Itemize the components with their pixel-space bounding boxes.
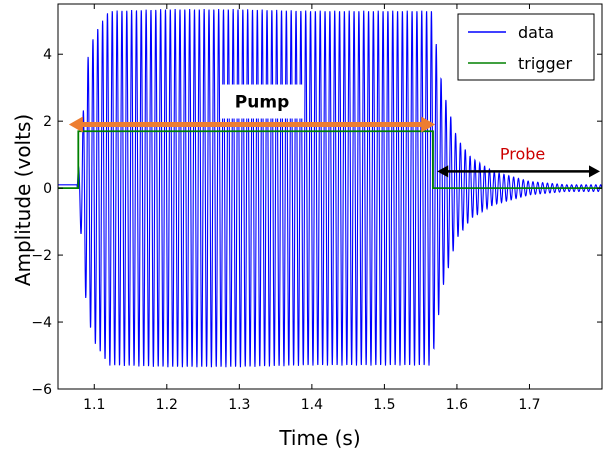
pump-arrow-head-right [421,116,436,133]
series-data-line [58,8,603,368]
legend-label-data: data [518,23,554,42]
y-tick-label: 4 [43,47,52,63]
series-trigger-line [58,130,602,190]
x-tick-label: 1.3 [228,397,250,413]
x-tick-label: 1.5 [373,397,395,413]
plot-frame [57,3,603,390]
x-tick-label: 1.7 [518,397,540,413]
series-layer [58,8,603,368]
y-tick-label: −6 [31,382,52,398]
probe-arrow-head-left [437,165,449,178]
pump-label: Pump [235,93,289,113]
y-tick-label: 0 [43,181,52,197]
x-axis-title: Time (s) [278,426,360,450]
legend: data trigger [457,13,595,81]
x-tick-label: 1.4 [301,397,323,413]
y-tick-label: −4 [31,315,52,331]
annotation-layer: Pump Probe [68,84,600,178]
x-tick-label: 1.1 [83,397,105,413]
probe-label: Probe [500,144,545,163]
y-tick-label: −2 [31,248,52,264]
pump-label-box [220,84,305,119]
x-tick-label: 1.2 [156,397,178,413]
tick-layer: 1.1 1.2 1.3 1.4 1.5 1.6 1.7 −6 −4 −2 0 2 4 [31,4,602,413]
pump-arrow-head-left [68,116,83,133]
x-tick-label: 1.6 [446,397,468,413]
probe-arrow-head-right [589,165,600,178]
y-tick-label: 2 [43,114,52,130]
legend-label-trigger: trigger [518,54,572,73]
y-axis-title: Amplitude (volts) [11,114,35,286]
legend-box [457,13,595,81]
